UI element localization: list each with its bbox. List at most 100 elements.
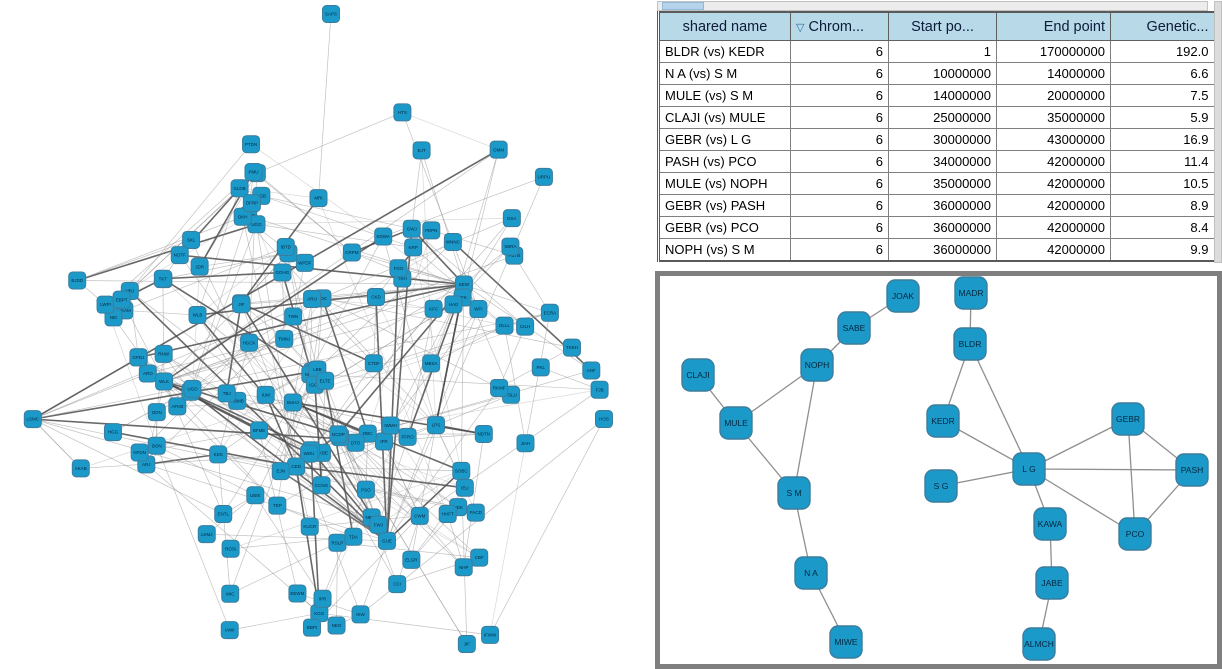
graph-edge[interactable]: [321, 298, 369, 434]
graph-edge[interactable]: [218, 454, 459, 508]
table-cell[interactable]: GEBR (vs) PASH: [658, 194, 791, 217]
node-pco[interactable]: PCO: [1118, 517, 1152, 551]
graph-edge[interactable]: [311, 298, 375, 364]
hairball-node[interactable]: MRI: [309, 189, 328, 208]
hairball-node[interactable]: PSO: [356, 480, 375, 499]
hairball-node[interactable]: WDU: [300, 444, 319, 463]
graph-edge[interactable]: [129, 290, 388, 542]
hairball-node[interactable]: LSMC: [23, 410, 42, 429]
graph-edge[interactable]: [1127, 418, 1136, 535]
table-cell[interactable]: PASH (vs) PCO: [658, 150, 791, 173]
graph-edge[interactable]: [129, 143, 252, 292]
graph-edge[interactable]: [378, 470, 462, 526]
node-madr[interactable]: MADR: [954, 276, 988, 310]
hairball-node[interactable]: TMNJ: [275, 329, 294, 348]
hairball-node[interactable]: NOTF: [170, 246, 189, 265]
hairball-node[interactable]: NFDN: [130, 443, 149, 462]
column-header-end-point[interactable]: End point: [996, 11, 1111, 41]
hairball-node[interactable]: GLDB: [230, 179, 249, 198]
hairball-node[interactable]: FGO: [389, 259, 408, 278]
graph-edge[interactable]: [196, 314, 388, 542]
hairball-node[interactable]: FJB: [590, 380, 609, 399]
graph-edge[interactable]: [419, 389, 600, 517]
graph-edge[interactable]: [162, 278, 326, 382]
hairball-node[interactable]: IPR: [313, 589, 332, 608]
hairball-node[interactable]: HGG: [103, 423, 122, 442]
hairball-node[interactable]: TBJ: [217, 384, 236, 403]
hairball-node[interactable]: CWM: [410, 506, 429, 525]
node-n-a[interactable]: N A: [794, 556, 828, 590]
graph-edge[interactable]: [77, 239, 192, 281]
table-cell[interactable]: 6: [790, 84, 889, 107]
hairball-node[interactable]: CKD: [366, 288, 385, 307]
table-row[interactable]: N A (vs) S M 6 10000000 14000000 6.6: [658, 62, 1215, 85]
graph-edge[interactable]: [105, 304, 158, 446]
graph-edge[interactable]: [241, 284, 464, 304]
hairball-node[interactable]: WLK: [155, 372, 174, 391]
table-cell[interactable]: 14000000: [996, 62, 1111, 85]
graph-edge[interactable]: [421, 150, 437, 426]
graph-edge[interactable]: [32, 217, 512, 420]
hairball-node[interactable]: DTO: [346, 433, 365, 452]
hairball-node[interactable]: SKL: [182, 230, 201, 249]
graph-edge[interactable]: [969, 343, 1030, 470]
table-cell[interactable]: 25000000: [888, 106, 997, 129]
hairball-node[interactable]: PTDN: [242, 135, 261, 154]
table-right-gutter[interactable]: [1214, 1, 1222, 263]
graph-edge[interactable]: [179, 254, 465, 286]
graph-edge[interactable]: [373, 297, 377, 364]
graph-edge[interactable]: [77, 216, 243, 281]
node-claji[interactable]: CLAJI: [681, 358, 715, 392]
graph-edge[interactable]: [32, 312, 550, 420]
graph-edge[interactable]: [312, 298, 323, 372]
table-cell[interactable]: N A (vs) S M: [658, 62, 791, 85]
graph-edge[interactable]: [32, 418, 459, 508]
hairball-node[interactable]: WPDF: [295, 253, 314, 272]
table-cell[interactable]: 1: [888, 40, 997, 63]
graph-edge[interactable]: [407, 308, 434, 437]
hairball-node[interactable]: UBIE: [246, 486, 265, 505]
hairball-node[interactable]: IAWI: [220, 621, 239, 640]
graph-edge[interactable]: [264, 394, 297, 467]
graph-edge[interactable]: [402, 112, 499, 151]
column-header-chrom-[interactable]: ▽ Chrom...: [790, 11, 889, 41]
graph-edge[interactable]: [1028, 468, 1193, 471]
table-cell[interactable]: 34000000: [888, 150, 997, 173]
hairball-node[interactable]: KDS: [209, 445, 228, 464]
graph-edge[interactable]: [255, 495, 323, 600]
node-mule[interactable]: MULE: [719, 406, 753, 440]
hairball-node[interactable]: HAD: [444, 295, 463, 314]
graph-edge[interactable]: [390, 389, 600, 426]
hairball-node[interactable]: BUHJ: [283, 393, 302, 412]
filter-funnel-icon[interactable]: ▽: [796, 21, 805, 34]
graph-edge[interactable]: [310, 373, 600, 391]
graph-edge[interactable]: [498, 326, 526, 389]
table-cell[interactable]: 36000000: [888, 194, 997, 217]
graph-edge[interactable]: [32, 373, 148, 420]
graph-edge[interactable]: [296, 466, 462, 472]
table-cell[interactable]: 16.9: [1110, 128, 1215, 151]
graph-edge[interactable]: [314, 312, 550, 386]
graph-edge[interactable]: [337, 283, 465, 435]
hairball-node[interactable]: PKL: [531, 358, 550, 377]
graph-edge[interactable]: [147, 338, 285, 374]
hairball-node[interactable]: GOHG: [273, 263, 292, 282]
node-kawa[interactable]: KAWA: [1033, 507, 1067, 541]
graph-edge[interactable]: [386, 387, 500, 542]
table-row[interactable]: GEBR (vs) L G 6 30000000 43000000 16.9: [658, 128, 1215, 151]
hairball-node[interactable]: EJT: [412, 141, 431, 160]
hairball-node[interactable]: BJDD: [68, 271, 87, 290]
hairball-node[interactable]: DSA: [502, 209, 521, 228]
node-pash[interactable]: PASH: [1175, 453, 1209, 487]
graph-edge[interactable]: [230, 369, 318, 549]
hairball-node[interactable]: TKT: [153, 269, 172, 288]
node-l-g[interactable]: L G: [1012, 452, 1046, 486]
node-bldr[interactable]: BLDR: [953, 327, 987, 361]
graph-edge[interactable]: [318, 13, 332, 199]
hairball-node[interactable]: RKMF: [490, 378, 509, 397]
node-noph[interactable]: NOPH: [800, 348, 834, 382]
hairball-node[interactable]: LKMJ: [197, 525, 216, 544]
hairball-node[interactable]: TDA: [344, 527, 363, 546]
graph-edge[interactable]: [292, 402, 464, 568]
table-cell[interactable]: 192.0: [1110, 40, 1215, 63]
